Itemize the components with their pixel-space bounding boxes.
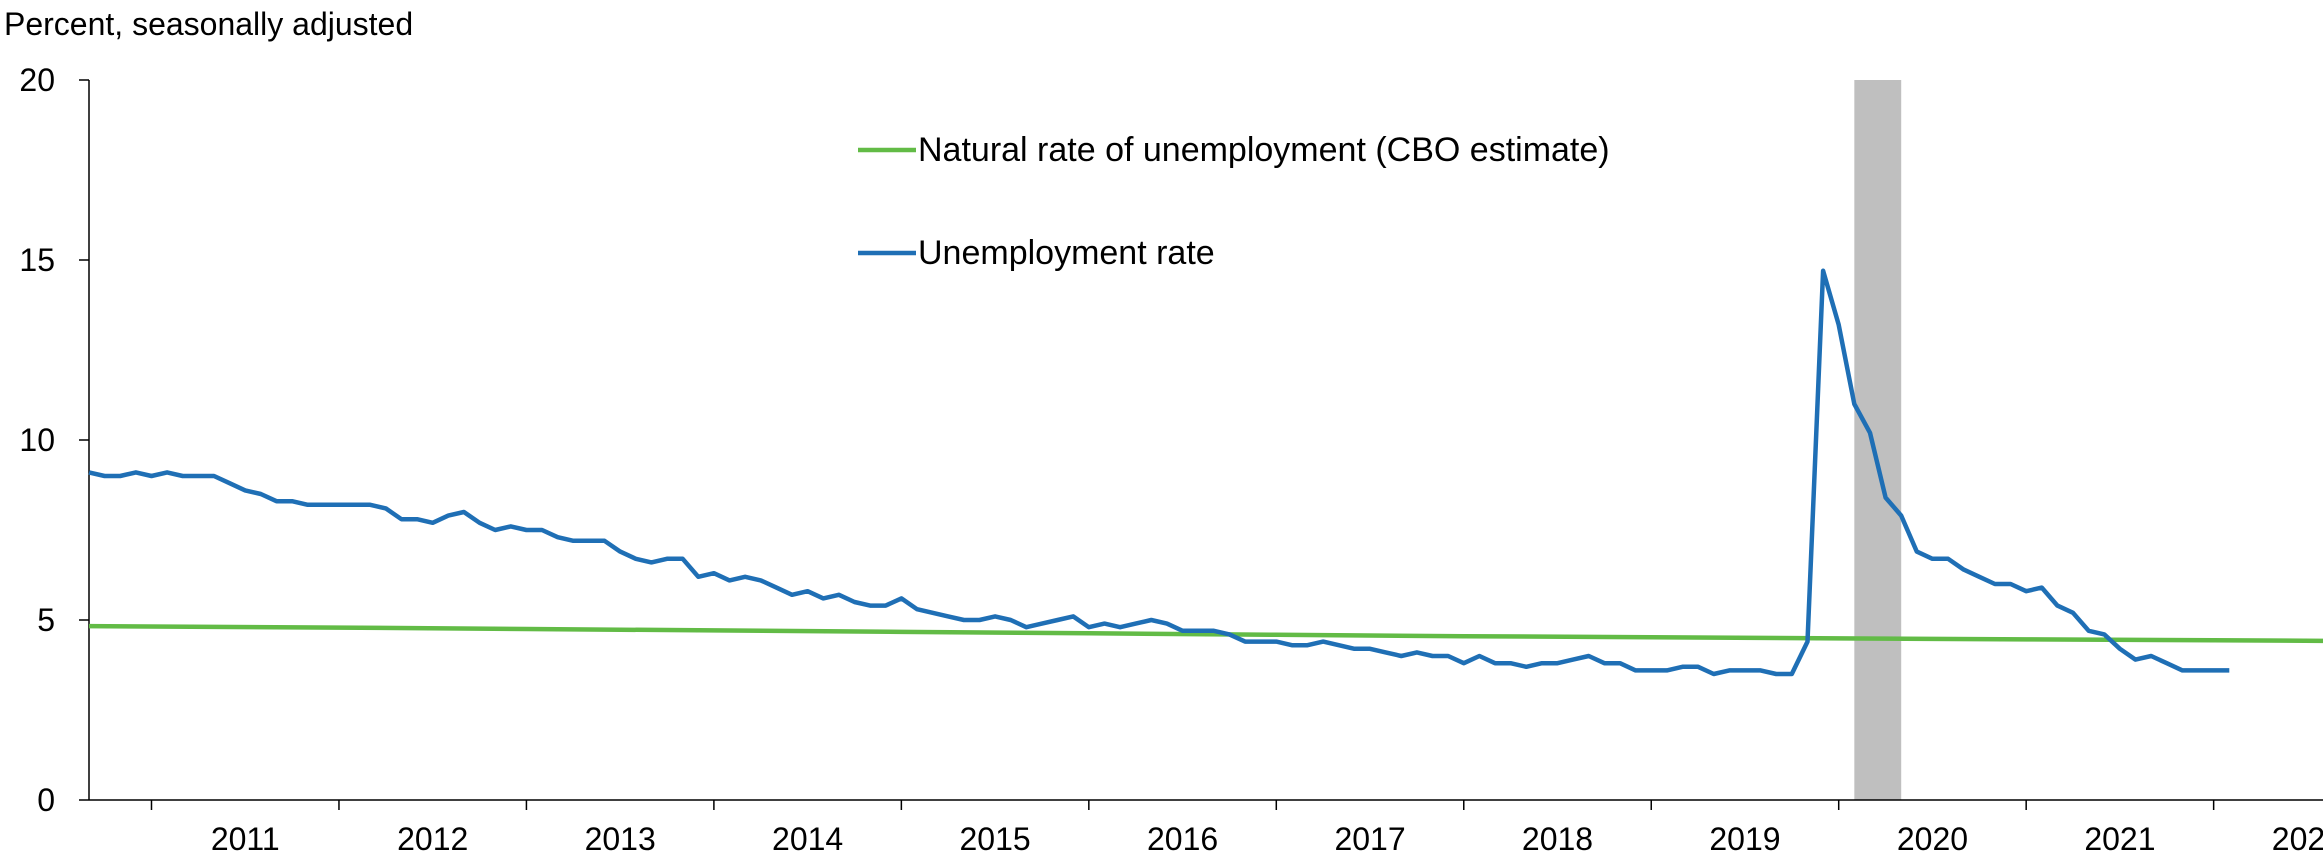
legend-label-natural-rate: Natural rate of unemployment (CBO estima… (918, 131, 1610, 169)
x-tick-label: 2011 (211, 821, 280, 857)
x-tick-label: 2016 (1147, 821, 1218, 857)
x-tick-label: 2012 (397, 821, 468, 857)
natural-rate-line (88, 623, 2323, 644)
legend: Natural rate of unemployment (CBO estima… (858, 131, 1610, 272)
x-tick-label: 2013 (585, 821, 656, 857)
series-layer (88, 268, 2323, 677)
x-tick-label: 2018 (1522, 821, 1593, 857)
legend-label-unemployment-rate: Unemployment rate (918, 234, 1215, 272)
x-tick-label: 2022 (2272, 821, 2323, 857)
y-tick-label: 5 (37, 602, 55, 638)
x-tick-label: 2015 (960, 821, 1031, 857)
unemployment-rate-line (88, 268, 2230, 677)
x-tick-label: 2017 (1334, 821, 1405, 857)
y-tick-label: 10 (19, 422, 55, 458)
x-tick-label: 2019 (1709, 821, 1780, 857)
x-tick-label: 2014 (772, 821, 843, 857)
y-tick-label: 20 (19, 62, 55, 98)
recession-shading-layer (1854, 80, 1902, 800)
axes: 0 5 10 15 20 2011 2012 2013 2014 2015 2016 2017 2018… (19, 62, 2323, 857)
x-tick-label: 2020 (1897, 821, 1968, 857)
y-tick-label: 0 (37, 782, 55, 818)
y-unit-label: Percent, seasonally adjusted (4, 6, 413, 42)
recession-shading (1854, 80, 1902, 800)
x-tick-label: 2021 (2084, 821, 2155, 857)
y-tick-label: 15 (19, 242, 55, 278)
